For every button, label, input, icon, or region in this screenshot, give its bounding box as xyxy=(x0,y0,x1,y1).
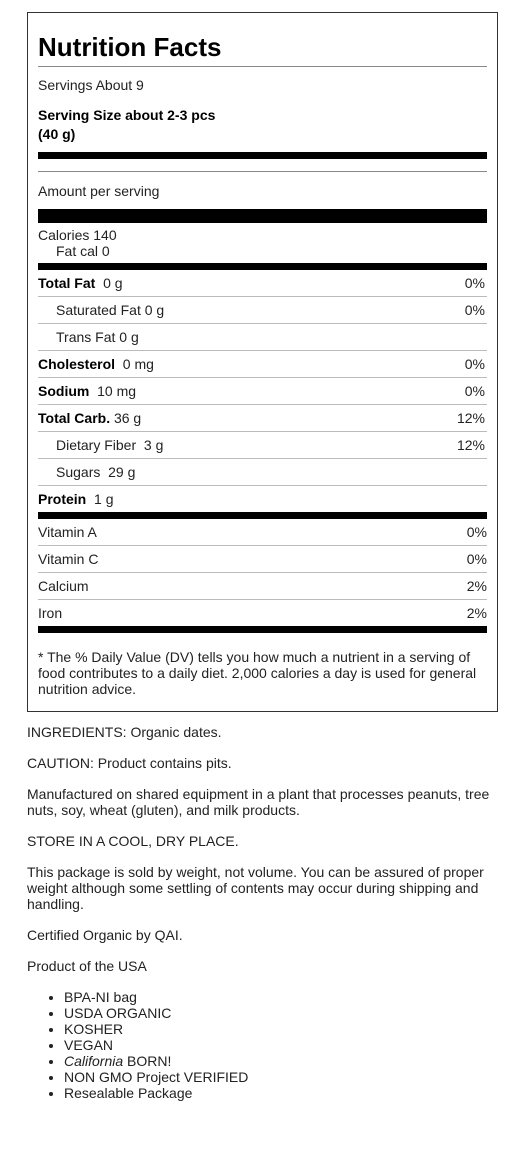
daily-value: 0% xyxy=(466,551,487,567)
nutrient-name: Dietary Fiber 3 g xyxy=(56,437,164,453)
vitamin-row-iron: Iron 2% xyxy=(38,600,487,626)
vitamin-row-c: Vitamin C 0% xyxy=(38,546,487,573)
list-item: Resealable Package xyxy=(64,1085,502,1101)
daily-value: 0% xyxy=(466,524,487,540)
thin-divider xyxy=(38,171,487,172)
list-item: BPA-NI bag xyxy=(64,989,502,1005)
servings-text: Servings About 9 xyxy=(38,77,144,93)
daily-value: 12% xyxy=(456,437,485,453)
nutrition-facts-title: Nutrition Facts xyxy=(38,28,487,67)
nutrient-name: Protein 1 g xyxy=(38,491,114,507)
origin-text: Product of the USA xyxy=(27,958,147,974)
ingredients-text: INGREDIENTS: Organic dates. xyxy=(27,724,222,740)
daily-value: 0% xyxy=(464,275,485,291)
daily-value-footnote: * The % Daily Value (DV) tells you how m… xyxy=(38,649,477,697)
california-text: California xyxy=(64,1053,124,1069)
certification-text: Certified Organic by QAI. xyxy=(27,927,183,943)
nutrient-row-saturated-fat: Saturated Fat 0 g 0% xyxy=(38,297,487,324)
nutrient-name: Saturated Fat 0 g xyxy=(56,302,165,318)
calories-text: Calories 140 xyxy=(38,227,117,243)
nutrient-name: Total Carb. 36 g xyxy=(38,410,142,426)
nutrient-row-sugars: Sugars 29 g xyxy=(38,459,487,486)
list-item: USDA ORGANIC xyxy=(64,1005,502,1021)
nutrient-row-protein: Protein 1 g xyxy=(38,486,487,512)
nutrition-facts-label: Nutrition Facts Servings About 9 Serving… xyxy=(27,12,498,712)
vitamin-name: Vitamin A xyxy=(38,524,97,540)
vitamin-name: Vitamin C xyxy=(38,551,99,567)
nutrient-name: Trans Fat 0 g xyxy=(56,329,139,345)
amount-per-serving: Amount per serving xyxy=(38,183,160,199)
nutrient-row-total-carb: Total Carb. 36 g 12% xyxy=(38,405,487,432)
vitamin-row-calcium: Calcium 2% xyxy=(38,573,487,600)
nutrient-row-trans-fat: Trans Fat 0 g xyxy=(38,324,487,351)
allergen-text: Manufactured on shared equipment in a pl… xyxy=(27,786,490,818)
nutrient-name: Sodium 10 mg xyxy=(38,383,137,399)
vitamin-name: Calcium xyxy=(38,578,89,594)
daily-value: 0% xyxy=(464,302,485,318)
list-item: NON GMO Project VERIFIED xyxy=(64,1069,502,1085)
nutrient-row-total-fat: Total Fat 0 g 0% xyxy=(38,270,487,297)
fat-calories-text: Fat cal 0 xyxy=(56,243,110,259)
storage-text: STORE IN A COOL, DRY PLACE. xyxy=(27,833,239,849)
daily-value: 2% xyxy=(466,578,487,594)
nutrient-row-sodium: Sodium 10 mg 0% xyxy=(38,378,487,405)
list-item: California BORN! xyxy=(64,1053,502,1069)
heavy-divider xyxy=(38,209,487,223)
nutrient-row-cholesterol: Cholesterol 0 mg 0% xyxy=(38,351,487,378)
medium-divider xyxy=(38,512,487,519)
list-item: VEGAN xyxy=(64,1037,502,1053)
list-item: KOSHER xyxy=(64,1021,502,1037)
caution-text: CAUTION: Product contains pits. xyxy=(27,755,232,771)
nutrient-name: Total Fat 0 g xyxy=(38,275,123,291)
vitamin-name: Iron xyxy=(38,605,63,621)
daily-value: 0% xyxy=(464,383,485,399)
medium-divider xyxy=(38,626,487,633)
serving-size-text: Serving Size about 2-3 pcs (40 g) xyxy=(38,107,216,142)
thick-divider xyxy=(38,152,487,159)
daily-value: 2% xyxy=(466,605,487,621)
vitamin-row-a: Vitamin A 0% xyxy=(38,519,487,546)
feature-list: BPA-NI bag USDA ORGANIC KOSHER VEGAN Cal… xyxy=(27,989,502,1101)
weight-notice: This package is sold by weight, not volu… xyxy=(27,864,484,912)
medium-divider xyxy=(38,263,487,270)
daily-value: 0% xyxy=(464,356,485,372)
product-info: INGREDIENTS: Organic dates. CAUTION: Pro… xyxy=(27,724,502,1101)
nutrient-name: Sugars 29 g xyxy=(56,464,136,480)
daily-value: 12% xyxy=(456,410,485,426)
nutrient-name: Cholesterol 0 mg xyxy=(38,356,154,372)
nutrient-row-dietary-fiber: Dietary Fiber 3 g 12% xyxy=(38,432,487,459)
